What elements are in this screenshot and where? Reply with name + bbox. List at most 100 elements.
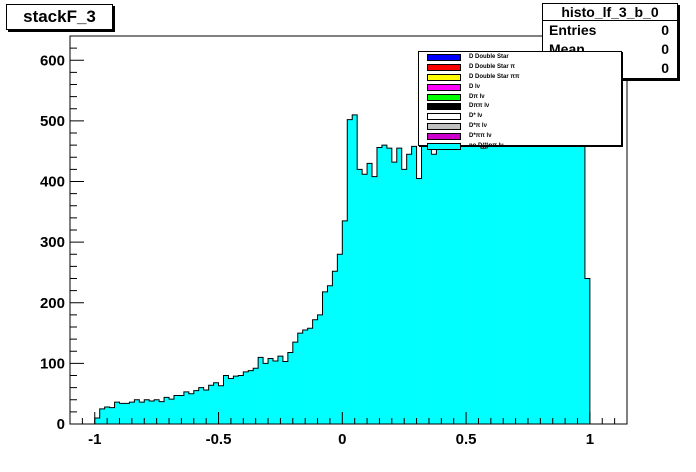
- histogram-bar: [139, 402, 145, 424]
- histogram-bar: [416, 178, 422, 424]
- histogram-bar: [475, 136, 482, 424]
- legend-swatch: [427, 73, 461, 81]
- histogram-bar: [94, 417, 101, 424]
- histogram-bar: [302, 330, 308, 424]
- histogram-bar: [268, 358, 274, 424]
- stats-key: Entries: [549, 22, 597, 38]
- histogram-bar: [535, 139, 541, 424]
- legend-swatch: [427, 123, 461, 131]
- legend-entry: Dππ lν: [419, 102, 621, 112]
- legend-entry: D*π lν: [419, 122, 621, 132]
- histogram-bar: [347, 119, 353, 424]
- legend-label: D*π lν: [469, 123, 487, 130]
- histogram-bar: [367, 163, 373, 424]
- legend-swatch: [427, 54, 461, 61]
- x-tick-label: 0.5: [456, 431, 477, 448]
- legend-entry: D*ππ lν: [419, 132, 621, 142]
- legend-label: D* lν: [469, 113, 483, 120]
- histogram-bar: [114, 402, 120, 424]
- histogram-bar: [386, 148, 393, 424]
- histogram-bar: [144, 399, 150, 424]
- histogram-bar: [332, 271, 338, 424]
- histogram-bar: [337, 254, 343, 424]
- histogram-bar: [169, 399, 175, 424]
- histogram-bar: [188, 393, 195, 424]
- stats-row-entries: Entries 0: [543, 21, 677, 40]
- legend-label: no D(*)nπ lν: [469, 143, 504, 150]
- histogram-bar: [520, 140, 526, 424]
- histogram-bar: [421, 145, 427, 424]
- histogram-bar: [396, 148, 403, 424]
- y-tick-label: 100: [40, 355, 65, 372]
- histogram-bar: [198, 387, 204, 424]
- histogram-bar: [228, 378, 234, 424]
- histogram-bar: [510, 139, 516, 424]
- stats-value: 0: [661, 41, 669, 57]
- stats-value: 0: [661, 60, 669, 76]
- legend-entry: D Double Star π: [419, 63, 621, 73]
- histogram-bar: [500, 142, 506, 424]
- x-tick-label: 0: [338, 431, 346, 448]
- histogram-bar: [406, 154, 412, 424]
- histogram-bar: [575, 139, 581, 424]
- histogram-bar: [238, 375, 244, 424]
- histogram-bar: [253, 368, 259, 424]
- histogram-bar: [208, 385, 214, 424]
- legend-label: D Double Star: [469, 54, 509, 60]
- histogram-bar: [490, 145, 497, 424]
- histogram-bar: [263, 363, 269, 424]
- histogram-bar: [173, 395, 180, 424]
- legend-swatch: [427, 143, 461, 151]
- histogram-bar: [317, 314, 323, 424]
- y-tick-label: 300: [40, 234, 65, 251]
- canvas-title-box: stackF_3: [6, 4, 113, 30]
- y-tick-label: 500: [40, 113, 65, 130]
- histogram-bar: [193, 390, 200, 424]
- histogram-bar: [218, 385, 224, 424]
- histogram-bar: [277, 356, 284, 424]
- histogram-bar: [550, 141, 556, 425]
- histogram-bar: [159, 401, 165, 424]
- histogram-bar: [248, 370, 254, 424]
- histogram-bar: [376, 147, 383, 425]
- histogram-bar: [466, 143, 472, 424]
- histogram-bar: [525, 139, 531, 424]
- legend-entry: D Double Star ππ: [419, 73, 621, 83]
- histogram-bar: [104, 407, 110, 424]
- histogram-bar: [154, 399, 160, 424]
- legend-label: Dππ lν: [469, 103, 490, 110]
- histogram-bar: [495, 139, 502, 424]
- histogram-bar: [297, 333, 304, 424]
- histogram-bar: [480, 148, 487, 424]
- histogram-bar: [307, 328, 313, 424]
- histogram-bar: [540, 140, 546, 424]
- histogram-bar: [485, 140, 492, 424]
- histogram-bar: [426, 143, 432, 424]
- legend-label: D Double Star π: [469, 63, 515, 70]
- legend-swatch: [427, 63, 461, 71]
- histogram-bar: [570, 137, 576, 424]
- x-tick-label: -0.5: [206, 431, 232, 448]
- histogram-bar: [401, 169, 407, 424]
- histogram-bar: [451, 142, 457, 424]
- histogram-bar: [545, 139, 551, 424]
- histogram-bar: [258, 357, 264, 424]
- legend-label: D Double Star ππ: [469, 73, 520, 80]
- histogram-bar: [357, 169, 363, 424]
- y-tick-label: 0: [57, 416, 65, 433]
- y-tick-label: 400: [40, 174, 65, 191]
- histogram-bar: [243, 371, 249, 424]
- histogram-bar: [203, 390, 209, 424]
- histogram-bar: [471, 139, 477, 424]
- histogram-bar: [431, 154, 437, 424]
- histogram-bar: [183, 391, 190, 424]
- legend-swatch: [427, 93, 461, 101]
- histogram-bar: [362, 174, 368, 424]
- x-tick-label: 1: [586, 431, 594, 448]
- histogram-bar: [119, 403, 125, 424]
- histogram-bar: [292, 342, 299, 424]
- histogram-bar: [381, 145, 388, 424]
- y-tick-label: 600: [40, 52, 65, 69]
- histogram-bar: [282, 361, 289, 424]
- legend-entry: D* lν: [419, 112, 621, 122]
